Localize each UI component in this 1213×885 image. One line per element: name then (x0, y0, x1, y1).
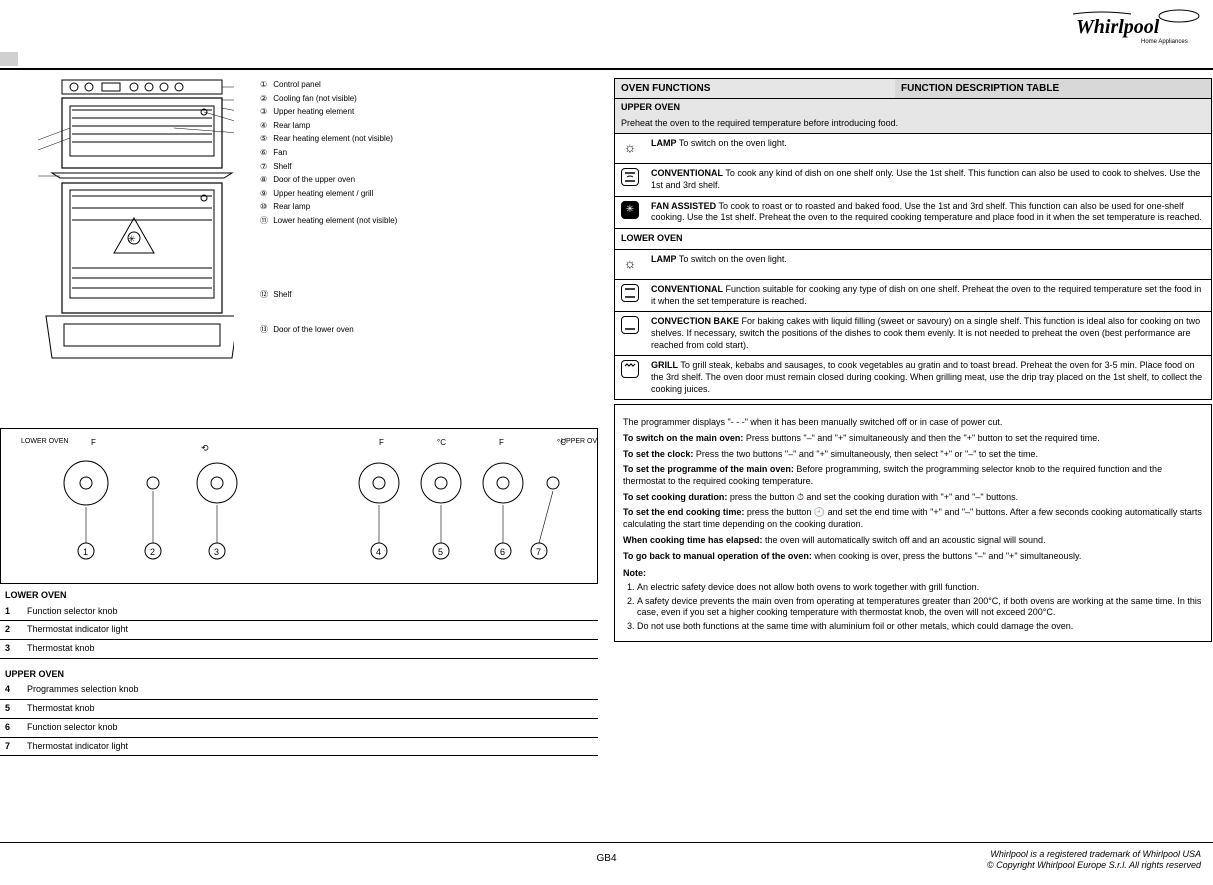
conventional-icon (615, 164, 645, 195)
legend-row: 2Thermostat indicator light (0, 621, 598, 640)
page-lang-badge (0, 52, 18, 66)
legend-row: 1Function selector knob (0, 603, 598, 622)
func-row: ✳ FAN ASSISTED To cook to roast or to ro… (615, 196, 1211, 228)
svg-text:F: F (499, 438, 504, 447)
oven-diagram: ✳ (34, 78, 234, 372)
svg-text:✳: ✳ (128, 234, 136, 244)
svg-text:6: 6 (500, 547, 505, 557)
functions-table: OVEN FUNCTIONS FUNCTION DESCRIPTION TABL… (614, 78, 1212, 400)
lower-oven-label: LOWER OVEN (615, 228, 1211, 249)
func-row: ☼ LAMP To switch on the oven light. (615, 133, 1211, 163)
logo-tagline: Home Appliances (1141, 39, 1188, 45)
label-lower-oven: LOWER OVEN (21, 438, 68, 445)
upper-oven-label: UPPER OVEN (615, 98, 1211, 117)
oven-callout-list: ① Control panel ② Cooling fan (not visib… (260, 78, 397, 337)
func-header-right: FUNCTION DESCRIPTION TABLE (895, 79, 1211, 98)
timer-off-note: The programmer displays "- - -" when it … (623, 417, 1203, 429)
func-row: ☼ LAMP To switch on the oven light. (615, 249, 1211, 279)
upper-oven-sub: Preheat the oven to the required tempera… (615, 117, 1211, 134)
svg-text:4: 4 (376, 547, 381, 557)
svg-text:7: 7 (536, 547, 541, 557)
legend-row: 5Thermostat knob (0, 700, 598, 719)
bottom-divider (0, 842, 1213, 843)
svg-text:F: F (379, 438, 384, 447)
func-row: CONVECTION BAKE For baking cakes with li… (615, 311, 1211, 355)
legend-lower-heading: LOWER OVEN (0, 586, 598, 603)
note-item: A safety device prevents the main oven f… (637, 596, 1203, 619)
svg-text:1: 1 (83, 547, 88, 557)
svg-text:5: 5 (438, 547, 443, 557)
fan-icon: ✳ (615, 197, 645, 228)
notes-box: The programmer displays "- - -" when it … (614, 404, 1212, 641)
legend-upper-heading: UPPER OVEN (0, 665, 598, 682)
note-item: An electric safety device does not allow… (637, 582, 1203, 594)
svg-text:F: F (91, 438, 96, 447)
conventional-icon (615, 280, 645, 311)
func-row: GRILL To grill steak, kebabs and sausage… (615, 355, 1211, 399)
func-row: CONVENTIONAL Function suitable for cooki… (615, 279, 1211, 311)
logo-text: Whirlpool (1076, 16, 1160, 38)
legend-row: 3Thermostat knob (0, 640, 598, 659)
note-item: Do not use both functions at the same ti… (637, 621, 1203, 633)
grill-icon (615, 356, 645, 399)
legend-row: 7Thermostat indicator light (0, 738, 598, 757)
convection-bake-icon (615, 312, 645, 355)
control-legend: LOWER OVEN 1Function selector knob 2Ther… (0, 586, 598, 756)
page-number: GB4 (596, 852, 616, 865)
svg-text:⟲: ⟲ (201, 443, 209, 453)
top-divider (0, 68, 1213, 70)
svg-text:°C: °C (557, 438, 566, 447)
trademark-text: Whirlpool is a registered trademark of W… (987, 849, 1201, 871)
control-panel-diagram: LOWER OVEN UPPER OVEN F F °C F °C ⟲ 1 (0, 428, 598, 584)
func-row: CONVENTIONAL To cook any kind of dish on… (615, 163, 1211, 195)
svg-text:UPPER OVEN: UPPER OVEN (561, 438, 597, 445)
svg-text:°C: °C (437, 438, 446, 447)
svg-text:3: 3 (214, 547, 219, 557)
lamp-icon: ☼ (615, 134, 645, 163)
left-column: ✳ ① Control panel ② Cooling fan (not vis (0, 78, 598, 372)
legend-row: 4Programmes selection knob (0, 681, 598, 700)
func-header-left: OVEN FUNCTIONS (615, 79, 895, 98)
legend-row: 6Function selector knob (0, 719, 598, 738)
lamp-icon: ☼ (615, 250, 645, 279)
svg-text:2: 2 (150, 547, 155, 557)
right-column: OVEN FUNCTIONS FUNCTION DESCRIPTION TABL… (614, 78, 1212, 642)
brand-logo: Whirlpool Home Appliances (1071, 8, 1201, 52)
